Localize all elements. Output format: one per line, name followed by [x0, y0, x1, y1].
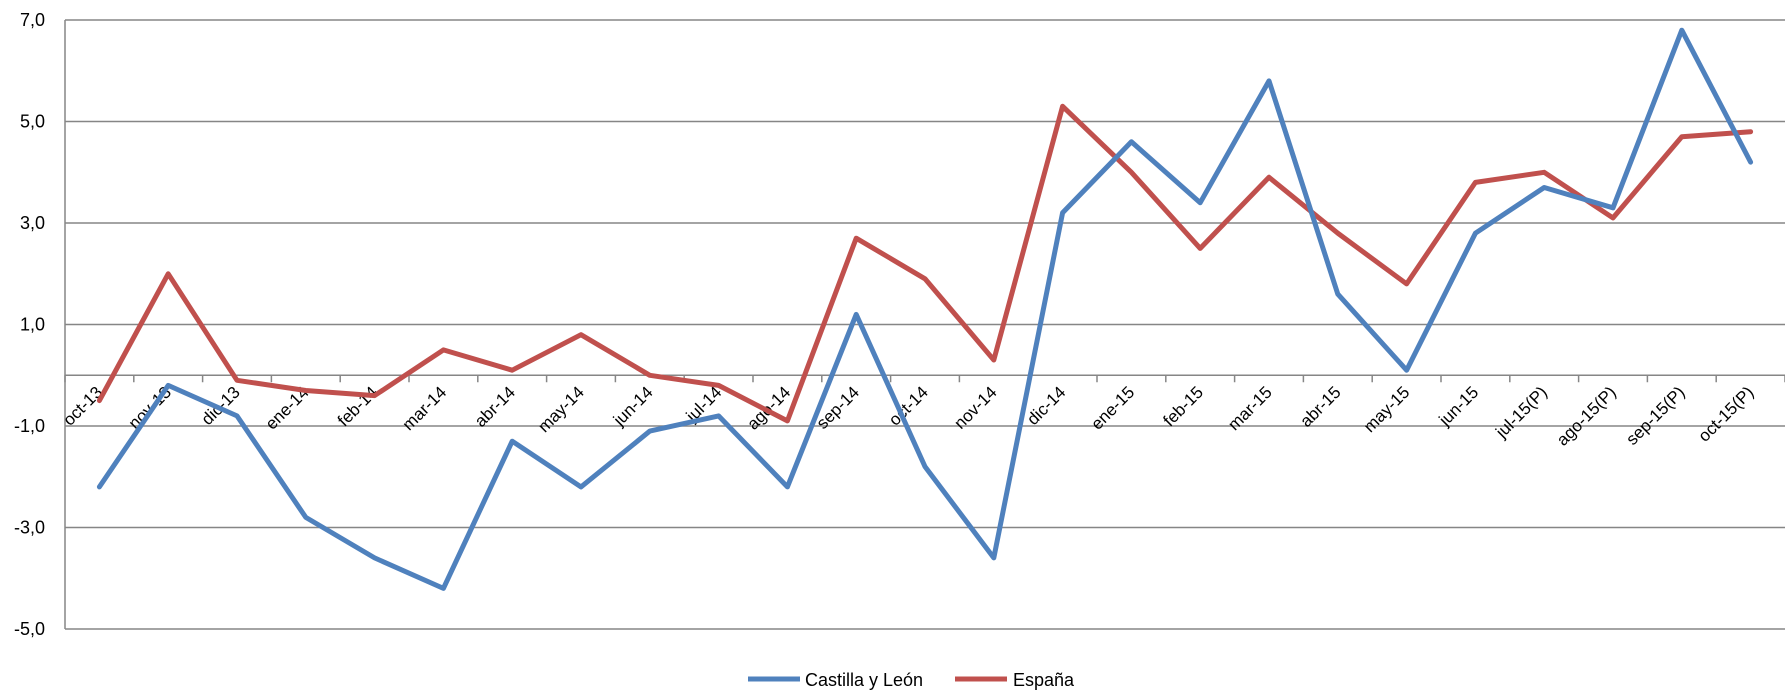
y-tick-label: -1,0	[14, 416, 45, 436]
x-tick-label: jun-15	[1435, 383, 1483, 431]
grid-lines	[65, 19, 1785, 630]
y-axis: 7,0 5,0 3,0 1,0 -1,0 -3,0 -5,0	[14, 10, 66, 639]
y-tick-label: 3,0	[20, 213, 45, 233]
y-tick-label: -5,0	[14, 619, 45, 639]
series-lines	[96, 27, 1754, 591]
legend-label-espana: España	[1013, 670, 1075, 690]
series-line-castilla-y-leon	[96, 27, 1754, 591]
x-tick-label: ago-15(P)	[1553, 383, 1620, 450]
x-tick-label: may-15	[1360, 383, 1414, 437]
series-line-espana	[96, 103, 1754, 424]
x-tick-label: jul-15(P)	[1491, 383, 1551, 443]
x-tick-label: dic-13	[198, 383, 244, 429]
x-tick-label: oct-13	[59, 383, 106, 430]
y-tick-label: 1,0	[20, 315, 45, 335]
legend: Castilla y León España	[748, 670, 1075, 690]
x-axis: oct-13 nov-13 dic-13 ene-14 feb-14 mar-14 abr-…	[59, 374, 1785, 450]
x-tick-label: jun-14	[609, 383, 657, 431]
y-tick-label: 5,0	[20, 112, 45, 132]
x-tick-label: abr-15	[1296, 383, 1344, 431]
x-tick-label: oct-15(P)	[1695, 383, 1758, 446]
x-tick-label: abr-14	[471, 383, 519, 431]
x-tick-label: sep-15(P)	[1622, 383, 1688, 449]
x-tick-label: dic-14	[1023, 383, 1069, 429]
x-tick-label: may-14	[534, 383, 588, 437]
x-tick-label: feb-15	[1160, 383, 1208, 431]
legend-label-castilla: Castilla y León	[805, 670, 923, 690]
y-tick-label: 7,0	[20, 10, 45, 30]
y-tick-label: -3,0	[14, 518, 45, 538]
x-tick-label: feb-14	[334, 383, 382, 431]
